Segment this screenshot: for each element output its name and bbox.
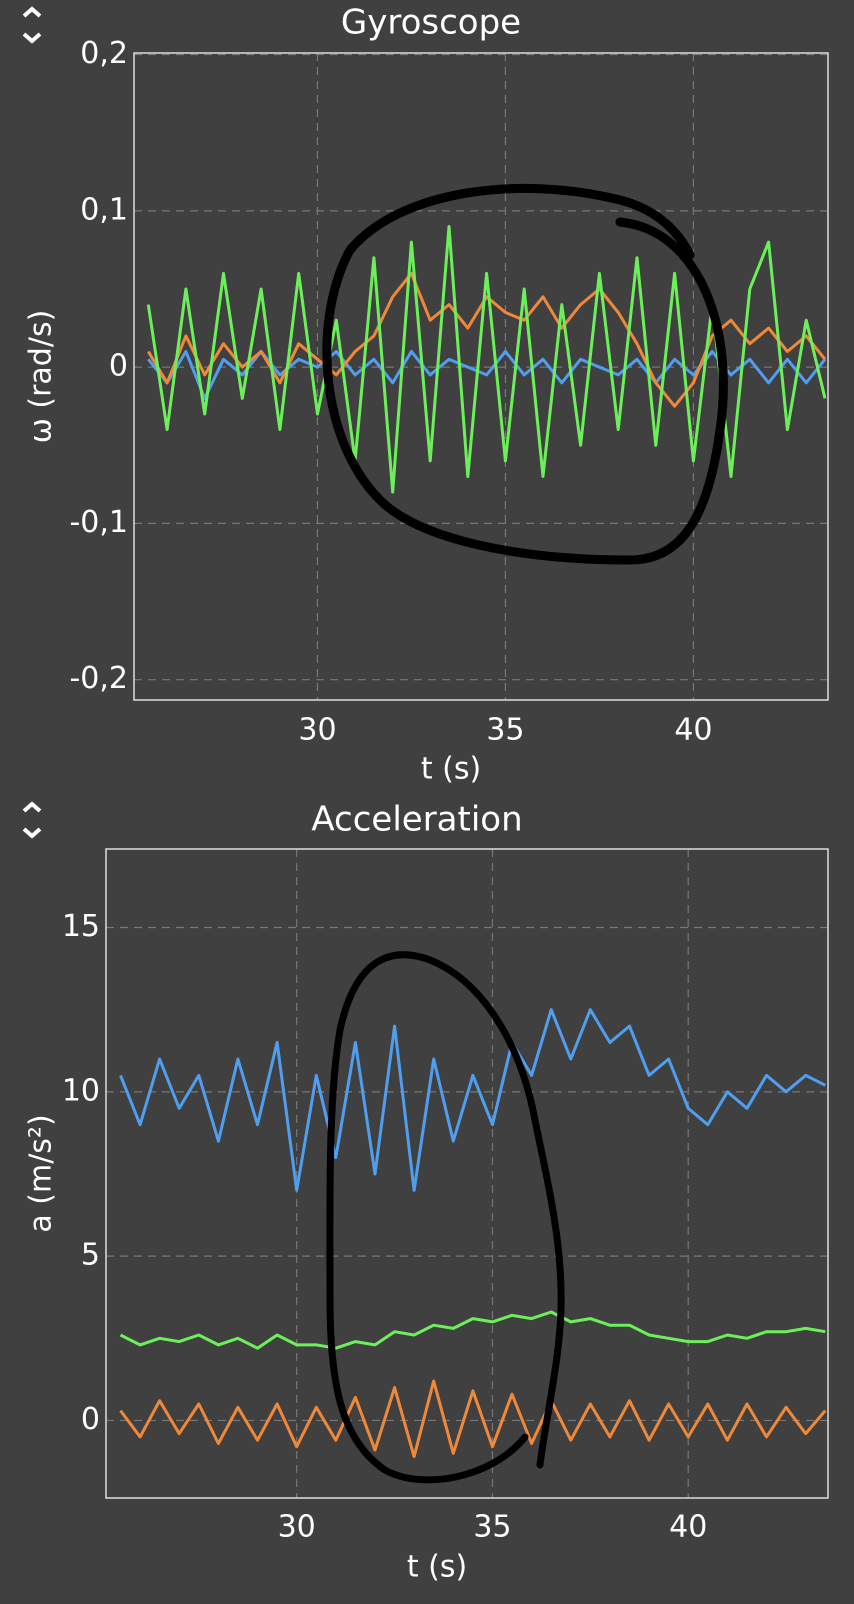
y-tick-label: 5 [81, 1238, 100, 1273]
y-axis-label: a (m/s²) [24, 1114, 59, 1232]
data-line [119, 1008, 826, 1192]
data-line [147, 271, 827, 408]
x-axis-label: t (s) [407, 1550, 467, 1585]
plot-frame [105, 848, 829, 1499]
x-axis-label: t (s) [421, 752, 481, 787]
y-tick-label: 0 [81, 1402, 100, 1437]
y-tick-label: -0,1 [69, 505, 128, 540]
x-tick-label: 35 [486, 713, 524, 748]
y-tick-label: 15 [62, 909, 100, 944]
y-axis-label: ω (rad/s) [24, 310, 59, 444]
x-tick-label: 40 [674, 713, 712, 748]
expand-icon[interactable] [22, 801, 42, 813]
chart-title: Gyroscope [341, 3, 521, 43]
x-tick-label: 30 [298, 713, 336, 748]
collapse-icon[interactable] [22, 827, 42, 839]
y-tick-label: 10 [62, 1073, 100, 1108]
y-tick-label: -0,2 [69, 661, 128, 696]
x-tick-label: 30 [278, 1510, 316, 1545]
x-tick-label: 35 [473, 1510, 511, 1545]
x-tick-label: 40 [669, 1510, 707, 1545]
collapse-icon[interactable] [22, 32, 42, 44]
y-tick-label: 0,1 [80, 192, 128, 227]
annotation-circle [322, 184, 728, 565]
chart: Acceleration 15 10 5 0 30 35 40 t (s) a (m/s²) [24, 800, 829, 1585]
expand-icon[interactable] [22, 6, 42, 18]
plot-frame [133, 52, 829, 701]
annotation-circle [326, 951, 565, 1484]
data-line [119, 1310, 826, 1350]
chart-title: Acceleration [311, 800, 522, 840]
y-tick-label: 0,2 [80, 36, 128, 71]
data-line [119, 1379, 827, 1459]
y-tick-label: 0 [109, 349, 128, 384]
